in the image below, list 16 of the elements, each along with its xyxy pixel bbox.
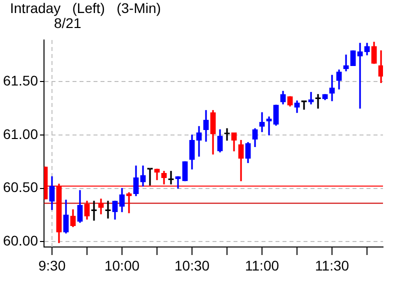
candlestick xyxy=(175,176,181,189)
chart-title: Intraday (Left) (3-Min) xyxy=(10,0,161,16)
candlestick xyxy=(357,42,363,109)
x-tick-label: 11:00 xyxy=(245,257,280,274)
x-tick-label: 11:30 xyxy=(315,257,350,274)
y-tick-label: 61.00 xyxy=(2,126,38,142)
x-tick-label: 10:00 xyxy=(104,257,140,274)
y-tick-label: 60.50 xyxy=(2,179,38,196)
candlestick xyxy=(329,74,335,102)
candlestick xyxy=(266,116,272,136)
y-tick-label: 61.50 xyxy=(2,72,38,88)
candlestick xyxy=(259,112,265,132)
chart-subtitle: 8/21 xyxy=(54,15,82,31)
x-tick-label: 9:30 xyxy=(38,257,66,274)
y-tick-label: 60.00 xyxy=(2,232,38,249)
x-tick-label: 10:30 xyxy=(174,257,210,274)
